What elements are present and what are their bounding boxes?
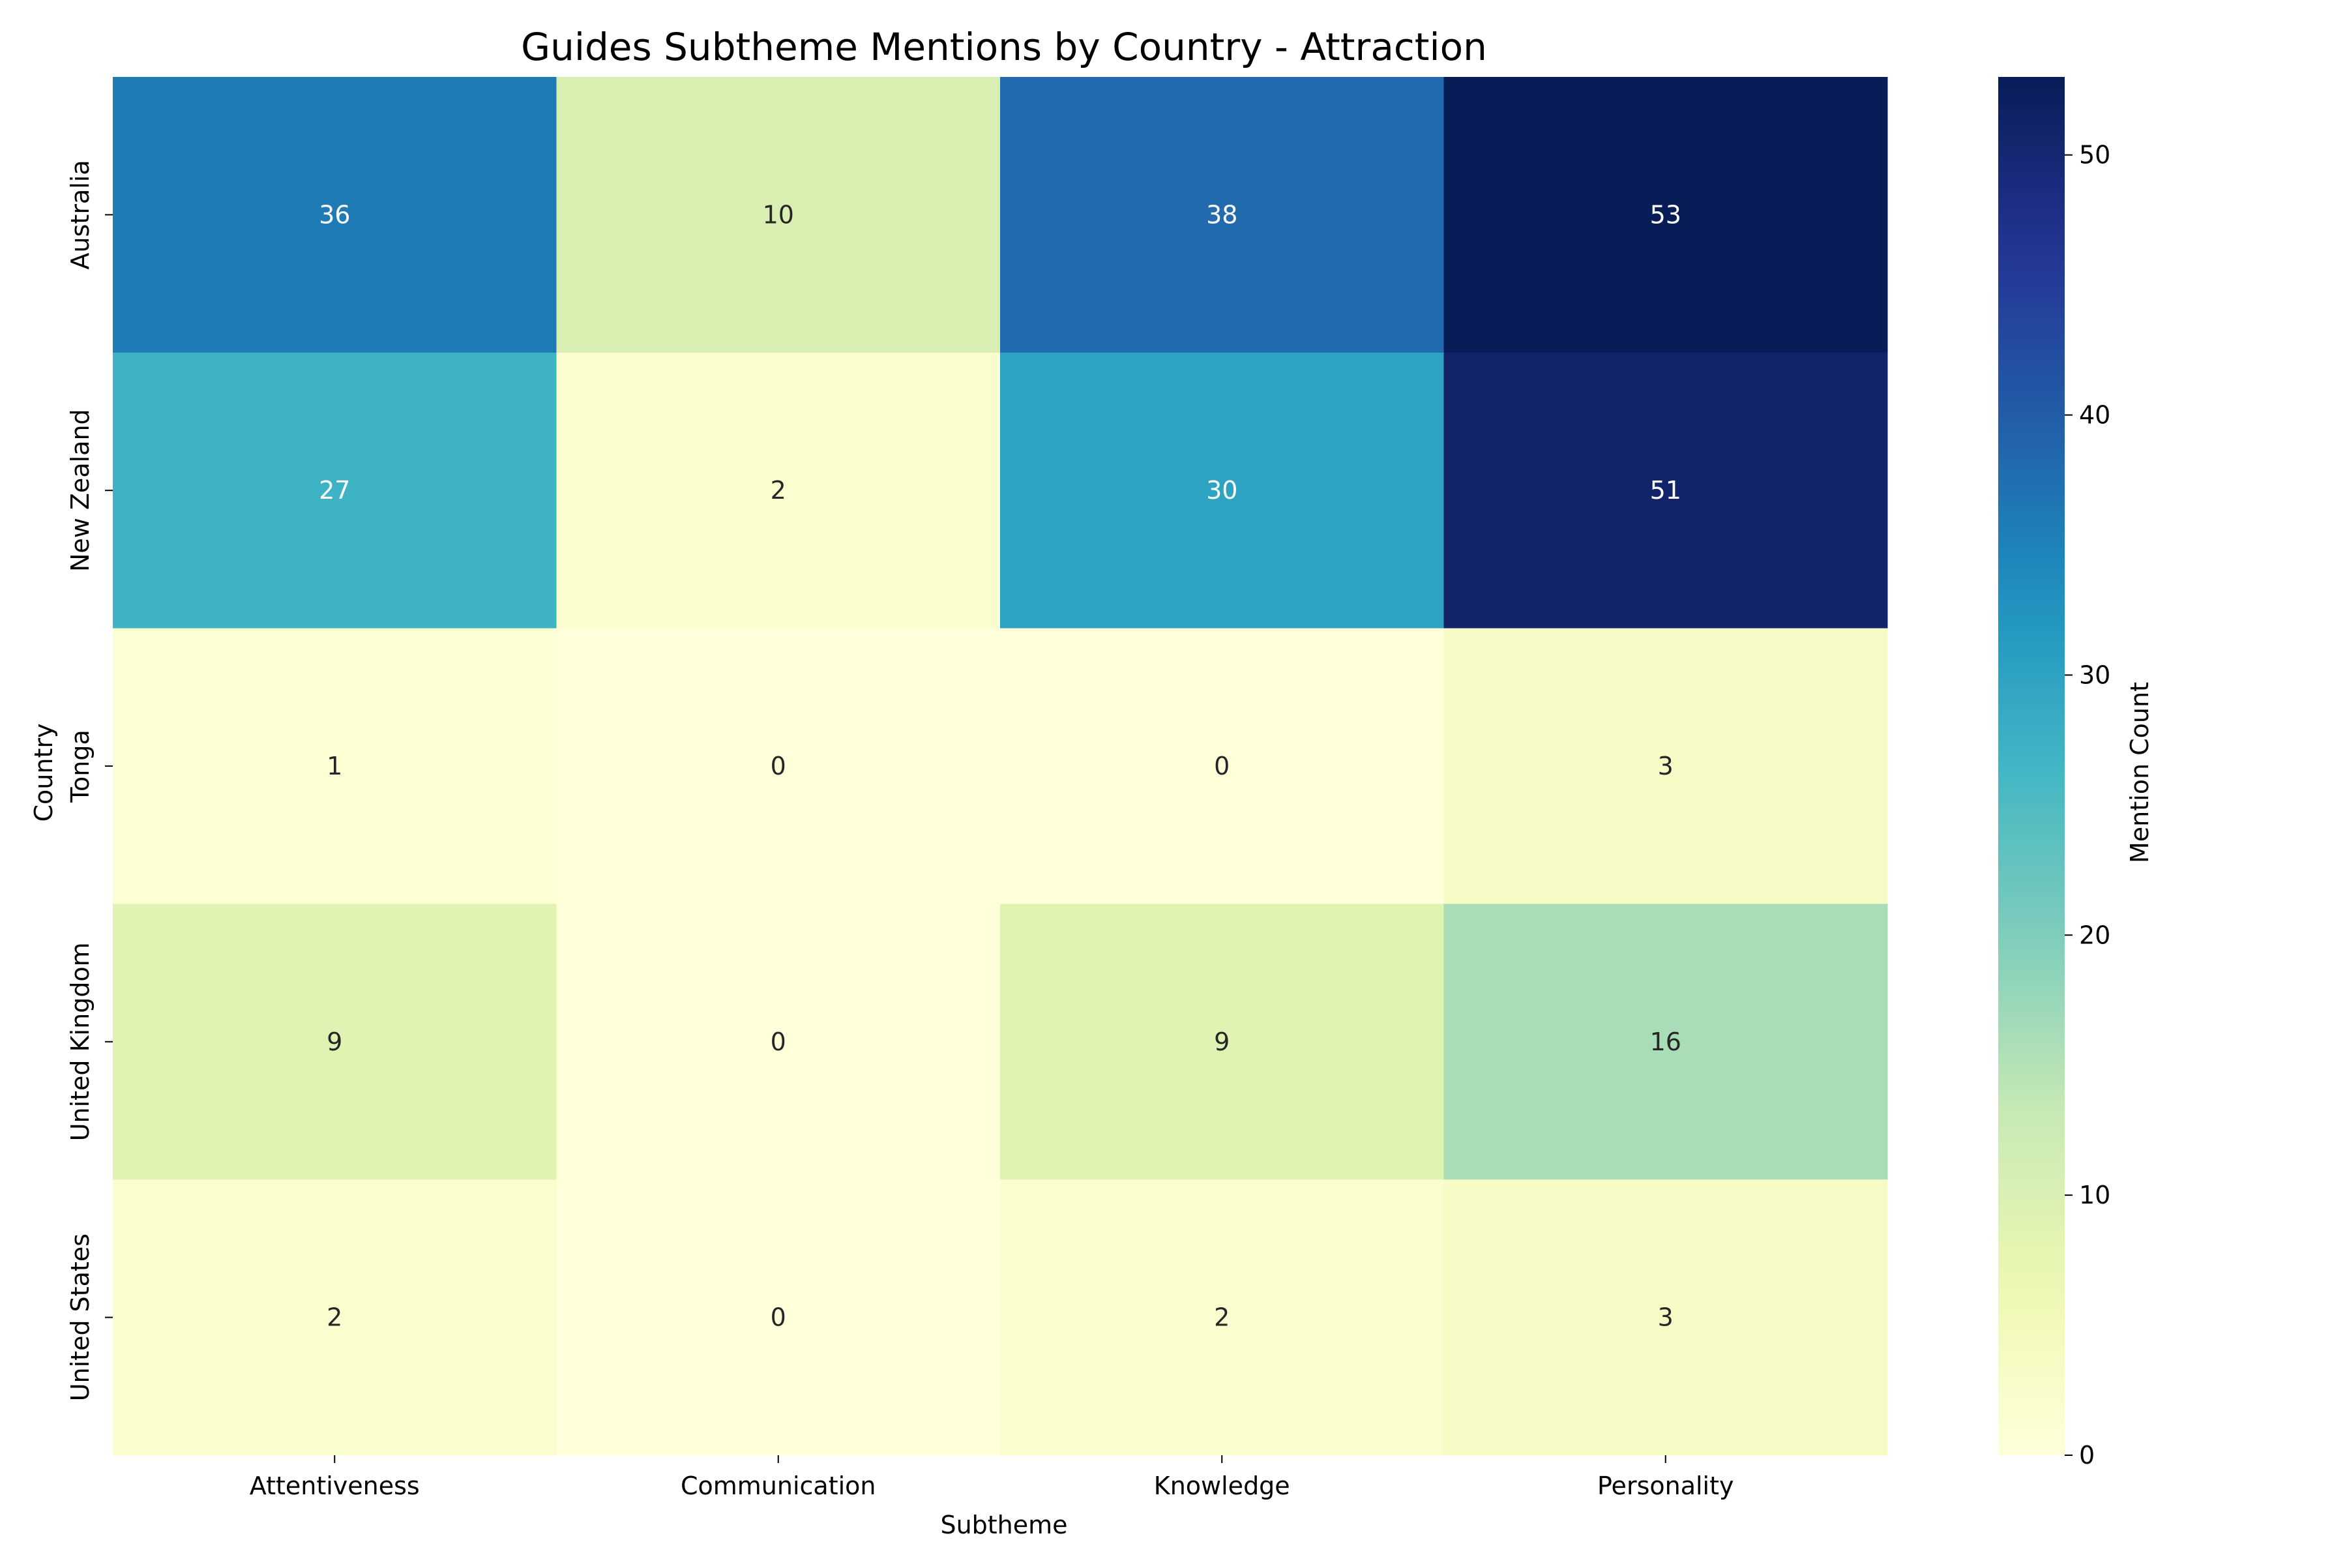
colorbar-tick-label: 30 <box>2079 660 2110 689</box>
x-tick-label: Knowledge <box>1154 1472 1290 1500</box>
heatmap-cell <box>1000 352 1444 629</box>
cell-value-label: 9 <box>1214 1028 1230 1056</box>
heatmap-cell <box>556 77 1001 353</box>
heatmap-cell <box>1443 77 1888 353</box>
cell-value-label: 0 <box>771 1028 786 1056</box>
heatmap-cell <box>113 352 557 629</box>
heatmap-cell <box>1443 904 1888 1180</box>
cell-value-label: 27 <box>319 476 350 505</box>
heatmap-cell <box>113 77 557 353</box>
heatmap-cell <box>1000 77 1444 353</box>
heatmap-cell <box>1000 1179 1444 1456</box>
colorbar-label: Mention Count <box>2125 682 2154 863</box>
colorbar-gradient <box>1998 77 2065 1455</box>
y-tick-label: Tonga <box>66 730 95 803</box>
heatmap-cell <box>556 1179 1001 1456</box>
cell-value-label: 2 <box>771 476 786 505</box>
cell-value-label: 30 <box>1206 476 1237 505</box>
heatmap-cell <box>113 904 557 1180</box>
cell-value-label: 53 <box>1650 200 1681 229</box>
y-axis: Australia New Zealand Tonga United Kingdom U… <box>66 160 113 1401</box>
cell-value-label: 3 <box>1658 752 1674 780</box>
cell-value-label: 0 <box>771 1303 786 1332</box>
x-axis-label: Subtheme <box>940 1511 1067 1539</box>
cell-value-label: 0 <box>771 752 786 780</box>
y-axis-label: Country <box>29 724 58 822</box>
heatmap-cell <box>113 628 557 904</box>
colorbar-tick-label: 10 <box>2079 1181 2110 1209</box>
y-tick-label: Australia <box>66 160 95 269</box>
x-tick-label: Communication <box>681 1472 876 1500</box>
cell-value-label: 1 <box>327 752 342 780</box>
heatmap-cell <box>113 1179 557 1456</box>
x-axis: Attentiveness Communication Knowledge Perso… <box>250 1455 1734 1500</box>
y-tick-label: New Zealand <box>66 409 95 572</box>
heatmap-cell <box>1000 628 1444 904</box>
cell-value-label: 9 <box>327 1028 342 1056</box>
x-tick-label: Personality <box>1597 1472 1734 1500</box>
heatmap-cell <box>1443 1179 1888 1456</box>
cell-value-label: 0 <box>1214 752 1230 780</box>
heatmap-cell <box>556 628 1001 904</box>
colorbar: 0 10 20 30 40 50 Mention Count <box>1998 77 2154 1470</box>
y-tick-label: United Kingdom <box>66 942 95 1141</box>
x-tick-label: Attentiveness <box>250 1472 420 1500</box>
y-tick-label: United States <box>66 1234 95 1401</box>
cell-value-label: 16 <box>1650 1028 1681 1056</box>
cell-value-label: 2 <box>1214 1303 1230 1332</box>
heatmap-cell <box>1000 904 1444 1180</box>
cell-value-label: 3 <box>1658 1303 1674 1332</box>
cell-value-label: 51 <box>1650 476 1681 505</box>
colorbar-tick-label: 50 <box>2079 141 2110 170</box>
cell-value-label: 36 <box>319 200 350 229</box>
cell-value-label: 2 <box>327 1303 342 1332</box>
cell-value-label: 10 <box>763 200 794 229</box>
colorbar-ticks: 0 10 20 30 40 50 <box>2065 141 2110 1470</box>
chart-title: Guides Subtheme Mentions by Country - At… <box>521 25 1487 69</box>
heatmap-cell <box>556 904 1001 1180</box>
colorbar-tick-label: 40 <box>2079 401 2110 430</box>
colorbar-tick-label: 0 <box>2079 1441 2095 1470</box>
heatmap-cells <box>113 77 1888 1456</box>
heatmap-cell <box>1443 628 1888 904</box>
heatmap-cell <box>556 352 1001 629</box>
colorbar-tick-label: 20 <box>2079 921 2110 949</box>
heatmap-cell <box>1443 352 1888 629</box>
cell-value-label: 38 <box>1206 200 1237 229</box>
